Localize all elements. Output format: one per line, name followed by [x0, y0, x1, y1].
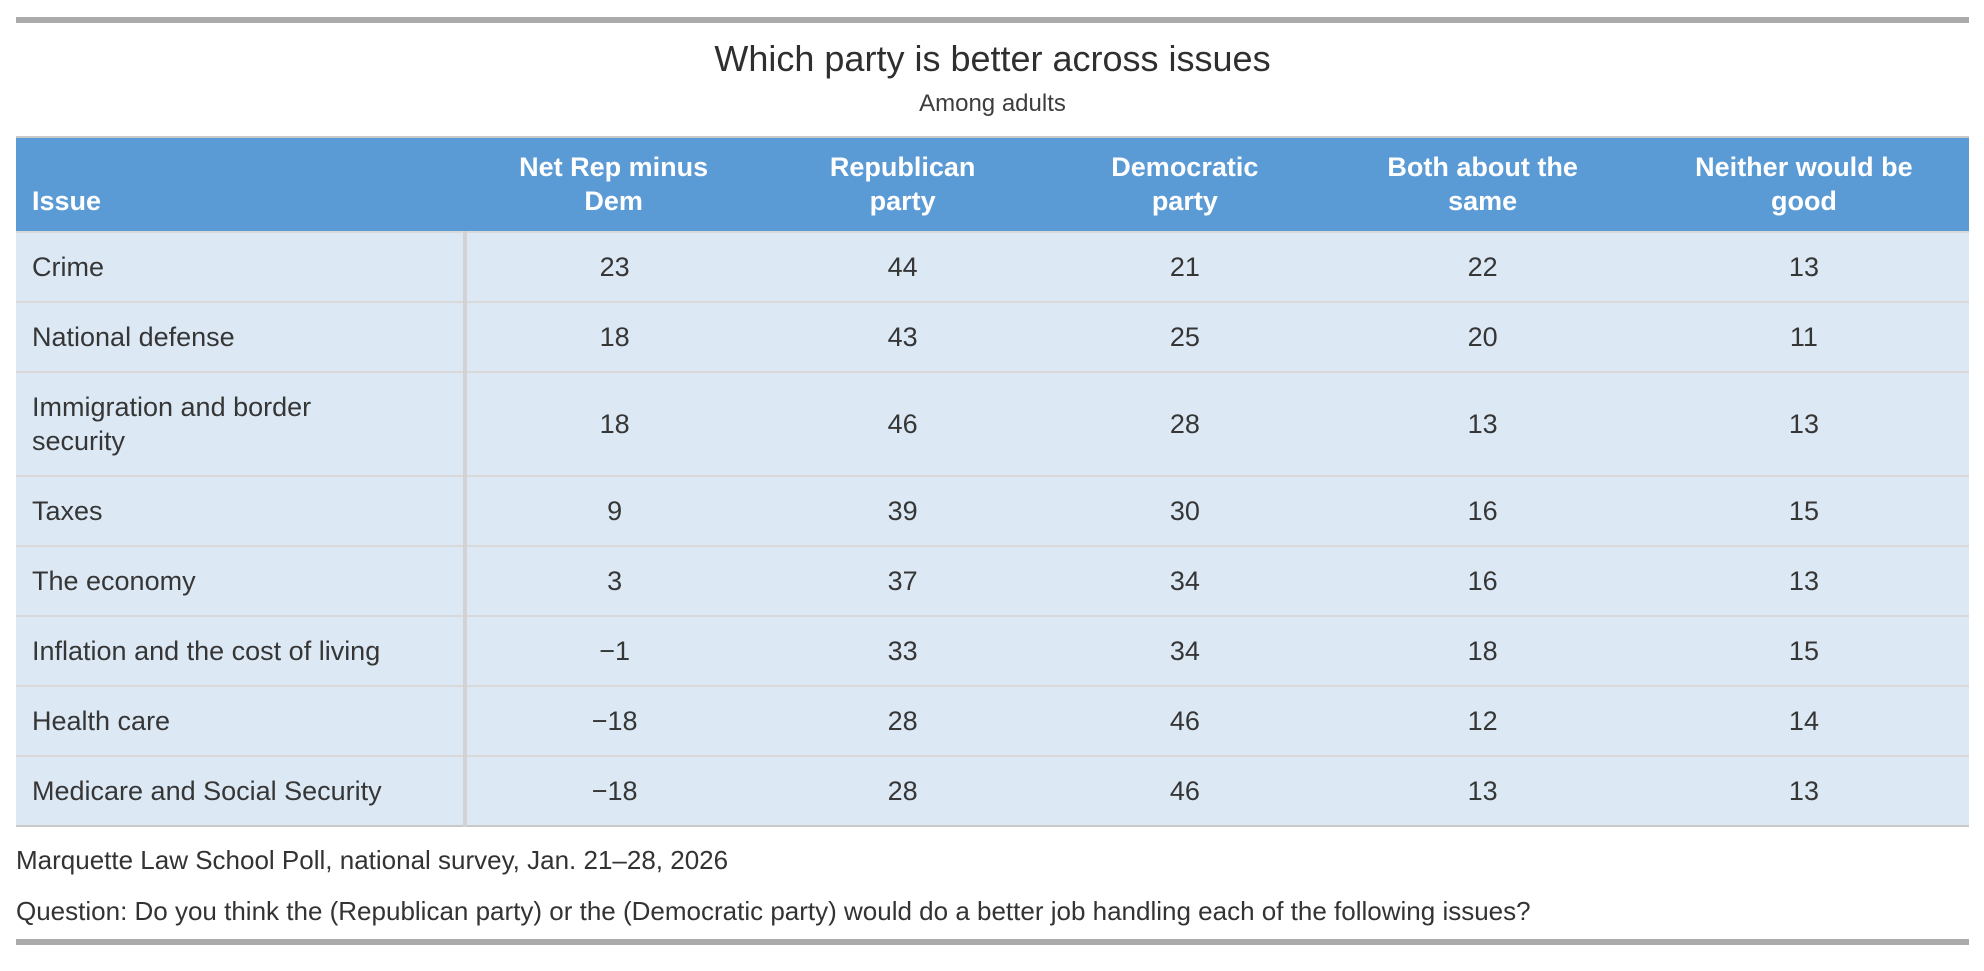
issues-table: Issue Net Rep minus Dem Republican party…	[16, 136, 1969, 827]
value-cell: 20	[1326, 302, 1639, 372]
value-cell: 13	[1326, 372, 1639, 476]
value-cell: 43	[762, 302, 1044, 372]
chart-subtitle: Among adults	[919, 90, 1066, 117]
value-cell: 39	[762, 476, 1044, 546]
value-cell: 11	[1638, 302, 1969, 372]
table-row: Health care −18 28 46 12 14	[16, 686, 1969, 756]
table-row: Taxes 9 39 30 16 15	[16, 476, 1969, 546]
value-cell: 46	[1043, 756, 1327, 826]
value-cell: 22	[1326, 232, 1639, 302]
value-cell: 37	[762, 546, 1044, 616]
issue-cell: Health care	[16, 686, 468, 756]
poll-figure: Which party is better across issues Amon…	[16, 17, 1969, 945]
column-header-both-about-the-same: Both about the same	[1326, 137, 1639, 232]
issue-cell: Immigration and border security	[16, 372, 468, 476]
value-cell: 28	[762, 756, 1044, 826]
table-row: Medicare and Social Security −18 28 46 13 13	[16, 756, 1969, 826]
issue-cell: Inflation and the cost of living	[16, 616, 468, 686]
table-row: Immigration and border security 18 46 28 13 1…	[16, 372, 1969, 476]
column-header-democratic-party: Democratic party	[1043, 137, 1327, 232]
value-cell: 33	[762, 616, 1044, 686]
value-cell: 21	[1043, 232, 1327, 302]
source-note: Marquette Law School Poll, national surv…	[16, 845, 729, 875]
value-cell: 18	[465, 372, 763, 476]
top-divider	[16, 17, 1969, 23]
value-cell: −18	[465, 686, 763, 756]
bottom-divider	[16, 939, 1969, 945]
value-cell: 30	[1043, 476, 1327, 546]
value-cell: 3	[465, 546, 763, 616]
header-row: Issue Net Rep minus Dem Republican party…	[16, 137, 1969, 232]
value-cell: 25	[1043, 302, 1327, 372]
question-note: Question: Do you think the (Republican p…	[16, 896, 1531, 926]
value-cell: 13	[1638, 232, 1969, 302]
value-cell: 9	[465, 476, 763, 546]
value-cell: 13	[1638, 546, 1969, 616]
value-cell: 13	[1638, 756, 1969, 826]
value-cell: 34	[1043, 546, 1327, 616]
value-cell: 46	[1043, 686, 1327, 756]
value-cell: 18	[1326, 616, 1639, 686]
value-cell: 16	[1326, 546, 1639, 616]
issue-cell: The economy	[16, 546, 468, 616]
column-header-net-rep-minus-dem: Net Rep minus Dem	[465, 137, 763, 232]
value-cell: 14	[1638, 686, 1969, 756]
value-cell: 44	[762, 232, 1044, 302]
value-cell: 12	[1326, 686, 1639, 756]
column-header-republican-party: Republican party	[762, 137, 1044, 232]
issue-cell: Medicare and Social Security	[16, 756, 468, 826]
value-cell: 23	[465, 232, 763, 302]
table-body: Crime 23 44 21 22 13 National defense 18 43 25 20 1…	[16, 232, 1969, 826]
value-cell: 28	[762, 686, 1044, 756]
table-row: The economy 3 37 34 16 13	[16, 546, 1969, 616]
issue-cell: National defense	[16, 302, 468, 372]
value-cell: 18	[465, 302, 763, 372]
value-cell: −1	[465, 616, 763, 686]
column-header-neither-would-be-good: Neither would be good	[1638, 137, 1969, 232]
column-header-issue: Issue	[16, 137, 466, 232]
value-cell: 13	[1326, 756, 1639, 826]
table-row: Crime 23 44 21 22 13	[16, 232, 1969, 302]
issue-cell: Crime	[16, 232, 468, 302]
value-cell: 28	[1043, 372, 1327, 476]
value-cell: 15	[1638, 476, 1969, 546]
value-cell: 13	[1638, 372, 1969, 476]
value-cell: 34	[1043, 616, 1327, 686]
value-cell: 15	[1638, 616, 1969, 686]
value-cell: 46	[762, 372, 1044, 476]
value-cell: 16	[1326, 476, 1639, 546]
value-cell: −18	[465, 756, 763, 826]
issue-cell: Taxes	[16, 476, 468, 546]
table-row: Inflation and the cost of living −1 33 34 18…	[16, 616, 1969, 686]
table-row: National defense 18 43 25 20 11	[16, 302, 1969, 372]
chart-title: Which party is better across issues	[714, 38, 1271, 79]
